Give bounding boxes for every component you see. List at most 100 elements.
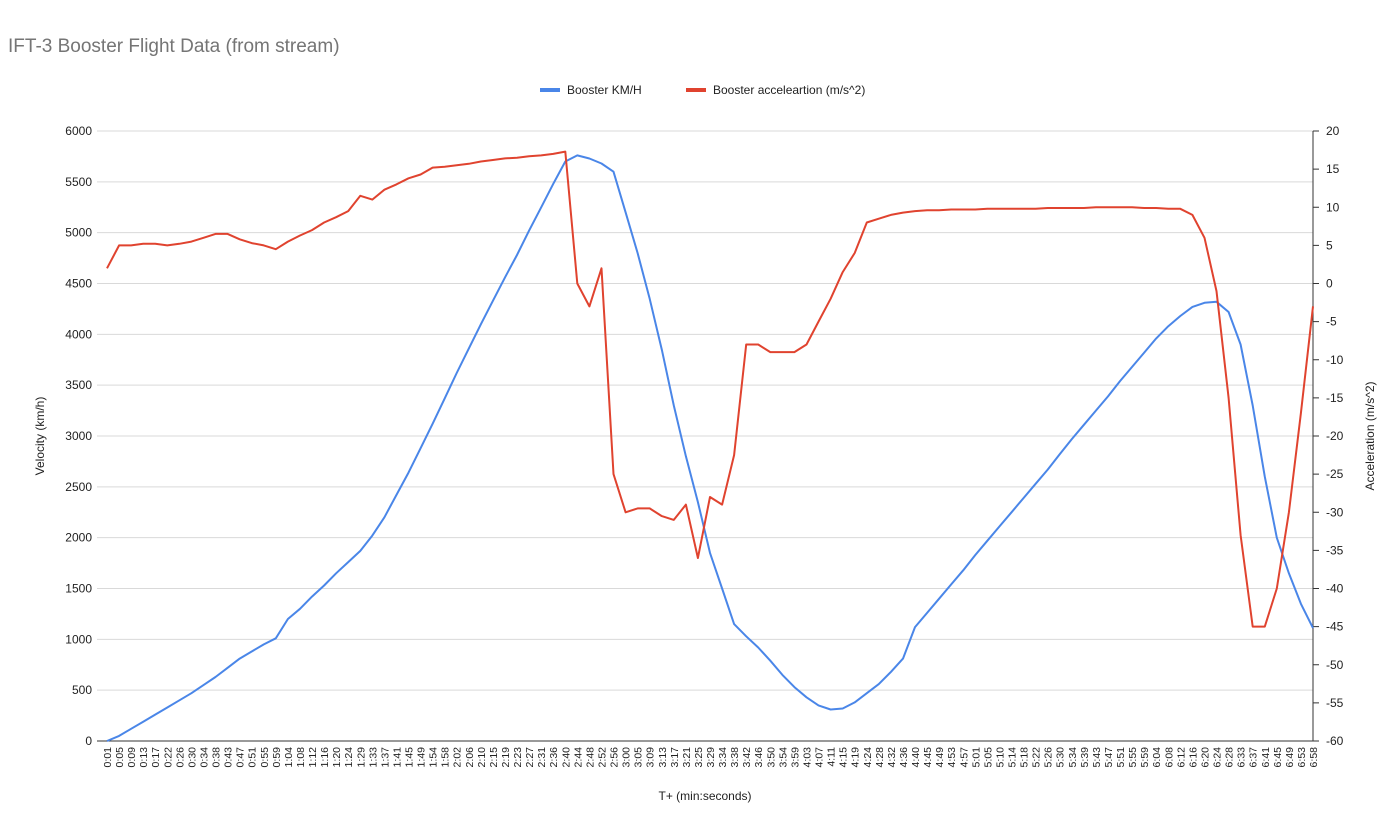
x-tick-label: 0:43 [223,747,235,768]
x-tick-label: 3:42 [741,747,753,768]
x-tick-label: 0:30 [186,747,198,768]
x-tick-label: 5:22 [1031,747,1043,768]
x-tick-label: 2:56 [609,747,621,768]
x-tick-label: 5:59 [1139,747,1151,768]
y-axis-title: Velocity (km/h) [33,397,47,476]
y2-tick-label: 0 [1326,277,1333,291]
x-tick-label: 6:33 [1236,747,1248,768]
x-tick-label: 4:15 [838,747,850,768]
y-tick-label: 4000 [65,327,92,341]
x-tick-label: 4:57 [958,747,970,768]
x-tick-label: 1:41 [391,747,403,768]
x-tick-label: 0:13 [138,747,150,768]
x-tick-label: 6:20 [1199,747,1211,768]
x-tick-label: 0:09 [126,747,138,768]
x-tick-label: 1:20 [331,747,343,768]
y2-tick-label: 5 [1326,238,1333,252]
x-tick-label: 1:16 [319,747,331,768]
x-tick-label: 5:55 [1127,747,1139,768]
y-tick-label: 3500 [65,378,92,392]
x-tick-label: 3:38 [729,747,741,768]
x-tick-label: 6:49 [1284,747,1296,768]
chart-title: IFT-3 Booster Flight Data (from stream) [8,36,340,57]
x-tick-label: 4:45 [922,747,934,768]
x-tick-label: 0:17 [150,747,162,768]
x-tick-label: 1:04 [283,747,295,768]
y2-tick-label: -50 [1326,658,1344,672]
x-tick-label: 6:37 [1248,747,1260,768]
x-tick-label: 5:30 [1055,747,1067,768]
x-tick-label: 4:11 [826,747,838,767]
x-tick-label: 3:09 [645,747,657,768]
y-tick-label: 1500 [65,582,92,596]
x-tick-label: 6:41 [1260,747,1272,768]
x-tick-label: 6:53 [1296,747,1308,768]
x-tick-label: 2:52 [596,747,608,768]
x-tick-label: 0:38 [211,747,223,768]
x-tick-label: 5:39 [1079,747,1091,768]
x-tick-label: 2:31 [536,747,548,768]
x-tick-label: 3:25 [693,747,705,768]
x-tick-label: 1:12 [307,747,319,768]
x-tick-label: 2:27 [524,747,536,768]
y-tick-label: 3000 [65,429,92,443]
x-tick-label: 6:58 [1308,747,1320,768]
x-tick-label: 2:06 [464,747,476,768]
x-tick-label: 4:36 [898,747,910,768]
x-tick-label: 1:54 [428,747,440,768]
x-tick-label: 4:49 [934,747,946,768]
x-tick-label: 6:08 [1163,747,1175,768]
x-tick-label: 6:28 [1224,747,1236,768]
x-tick-label: 3:05 [633,747,645,768]
x-tick-label: 4:19 [850,747,862,768]
x-tick-label: 4:53 [946,747,958,768]
x-tick-label: 0:26 [174,747,186,768]
series-line [106,154,1314,742]
x-tick-label: 0:55 [259,747,271,768]
x-tick-label: 0:59 [271,747,283,768]
y2-tick-label: -15 [1326,391,1344,405]
x-tick-label: 5:10 [994,747,1006,768]
x-tick-label: 4:03 [801,747,813,768]
y-tick-label: 5500 [65,175,92,189]
x-tick-label: 5:01 [970,747,982,768]
x-tick-label: 3:17 [669,747,681,768]
x-tick-label: 2:44 [572,747,584,768]
x-tick-label: 1:45 [404,747,416,768]
x-tick-label: 0:05 [114,747,126,768]
x-tick-label: 3:59 [789,747,801,768]
y2-tick-label: -30 [1326,505,1344,519]
x-tick-label: 2:19 [500,747,512,768]
y2-tick-label: 15 [1326,162,1340,176]
y-tick-label: 6000 [65,124,92,138]
y2-tick-label: -5 [1326,315,1337,329]
x-tick-label: 6:04 [1151,747,1163,768]
x-tick-label: 1:24 [343,747,355,768]
x-tick-label: 1:33 [367,747,379,768]
y-tick-label: 2500 [65,480,92,494]
x-tick-label: 1:49 [416,747,428,768]
x-tick-label: 5:26 [1043,747,1055,768]
y2-tick-label: -60 [1326,734,1344,748]
series-line [106,150,1314,628]
x-tick-label: 3:21 [681,747,693,768]
y-tick-label: 4500 [65,277,92,291]
y2-tick-label: 20 [1326,124,1340,138]
x-tick-label: 1:08 [295,747,307,768]
y2-tick-label: -25 [1326,467,1344,481]
x-tick-label: 2:02 [452,747,464,768]
x-tick-label: 0:51 [247,747,259,768]
x-tick-label: 5:43 [1091,747,1103,768]
x-tick-label: 3:13 [657,747,669,768]
x-tick-label: 2:48 [584,747,596,768]
x-tick-label: 2:40 [560,747,572,768]
y2-tick-label: -45 [1326,620,1344,634]
x-tick-label: 1:29 [355,747,367,768]
x-tick-label: 0:22 [162,747,174,768]
x-tick-label: 3:46 [753,747,765,768]
x-tick-label: 4:32 [886,747,898,768]
x-tick-label: 6:24 [1212,747,1224,768]
y2-tick-label: -40 [1326,582,1344,596]
x-tick-label: 3:54 [777,747,789,768]
x-tick-label: 4:28 [874,747,886,768]
